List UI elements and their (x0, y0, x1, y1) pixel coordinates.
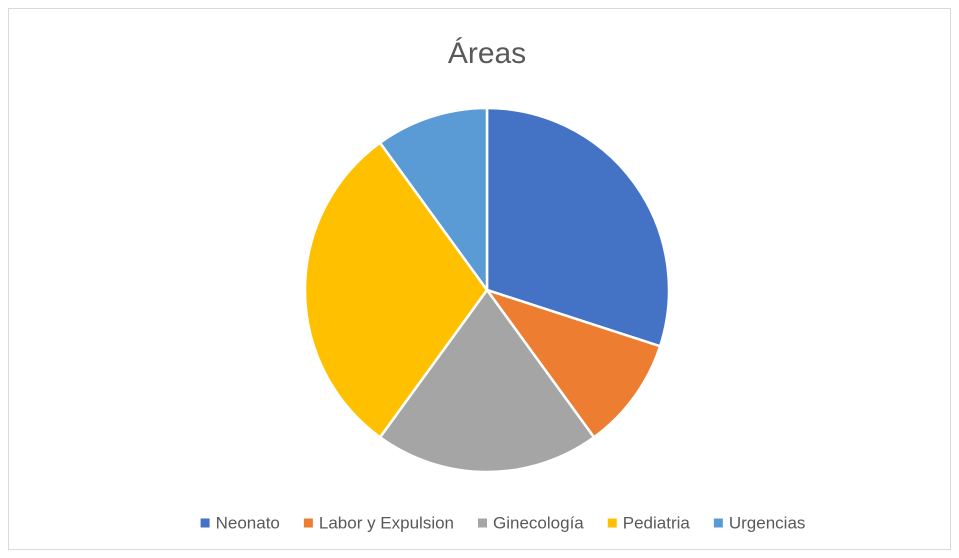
legend-label: Neonato (216, 513, 280, 532)
pie-slice (378, 287, 596, 474)
legend-swatch (478, 518, 488, 528)
chart-title: Áreas (448, 37, 526, 70)
legend-swatch (607, 518, 617, 528)
pie-slice (483, 287, 662, 439)
legend-label: Pediatria (623, 513, 691, 532)
legend-swatch (713, 518, 723, 528)
pie-slice (303, 141, 489, 439)
pie-slice (485, 106, 671, 348)
legend-swatch (200, 518, 210, 528)
legend-label: Labor y Expulsion (319, 513, 454, 532)
pie-slice (378, 106, 489, 294)
legend-swatch (303, 518, 313, 528)
legend-label: Ginecología (493, 513, 584, 532)
legend-label: Urgencias (729, 513, 806, 532)
